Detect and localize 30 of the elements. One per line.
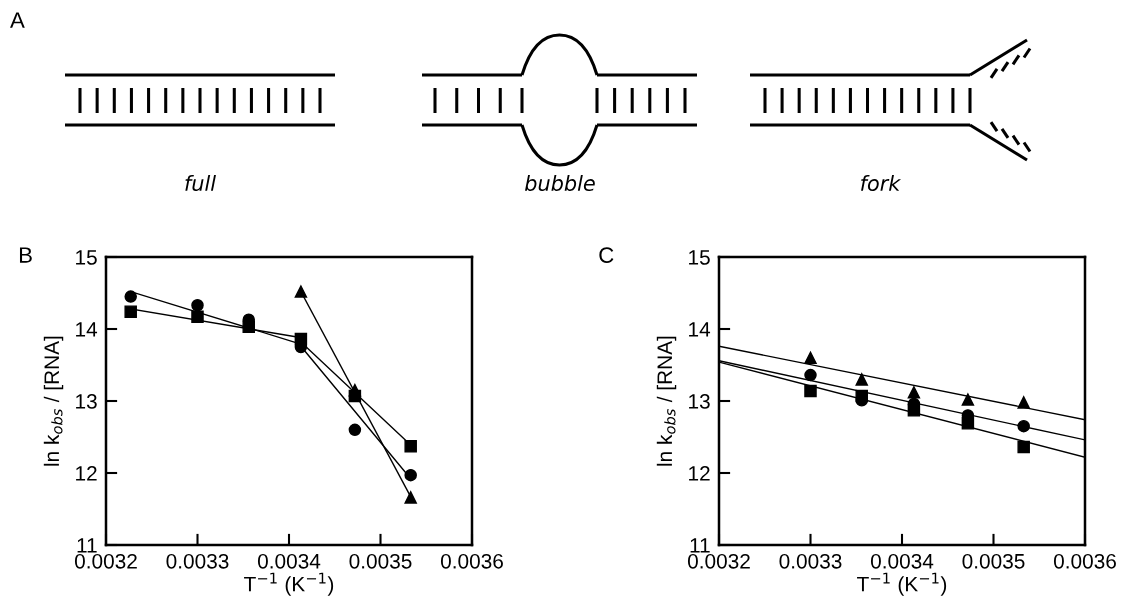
y-tick-label: 12 [689, 466, 710, 481]
text: A [10, 12, 25, 28]
text: full [185, 174, 216, 192]
x-tick-label: 0.0035 [962, 553, 1025, 569]
y-tick-label: 12 [76, 466, 97, 481]
text: bubble [525, 174, 595, 192]
x-axis-title: T$^{−1}$ (K$^{−1}$) [857, 572, 947, 596]
x-tick-label: 0.0035 [349, 553, 412, 569]
x-tick-label: 0.0036 [1053, 553, 1116, 569]
y-tick-label: 15 [689, 250, 710, 265]
y-tick-label: 11 [77, 538, 97, 553]
x-tick-label: 0.0034 [870, 553, 934, 569]
y-tick-label: 13 [689, 394, 710, 409]
x-tick-label: 0.0033 [779, 553, 842, 569]
y-axis-title: ln k$_{obs}$ / [RNA] [656, 336, 677, 466]
text: B [19, 247, 32, 263]
x-tick-label: 0.0032 [74, 553, 137, 569]
y-tick-label: 14 [76, 322, 98, 337]
y-tick-label: 15 [76, 250, 97, 265]
y-tick-label: 14 [689, 322, 711, 337]
x-axis-title: T$^{−1}$ (K$^{−1}$) [244, 572, 334, 596]
x-tick-label: 0.0034 [257, 553, 321, 569]
y-axis-title: ln k$_{obs}$ / [RNA] [43, 336, 64, 466]
text: C [599, 247, 614, 263]
x-tick-label: 0.0033 [166, 553, 229, 569]
text: fork [861, 174, 902, 192]
x-tick-label: 0.0036 [440, 553, 503, 569]
x-tick-label: 0.0032 [687, 553, 750, 569]
y-tick-label: 13 [76, 394, 97, 409]
y-tick-label: 11 [690, 538, 710, 553]
